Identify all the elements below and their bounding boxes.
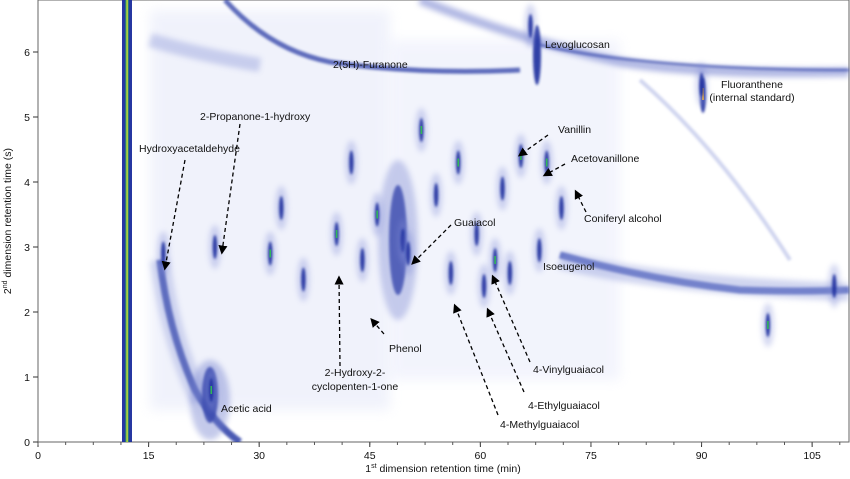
arrow-coniferyl (574, 189, 587, 213)
label-fluoranthene-standard: (internal standard) (709, 92, 794, 104)
label-coniferyl: Coniferyl alcohol (584, 213, 662, 225)
arrow-ethylguaiacol (486, 307, 525, 393)
y-tick-label: 0 (24, 437, 30, 449)
peak-spot (161, 241, 166, 266)
x-tick-label: 60 (475, 450, 487, 462)
peak-spot (537, 238, 542, 263)
label-isoeugenol: Isoeugenol (543, 261, 594, 273)
x-axis-title: 1st dimension retention time (min) (365, 463, 520, 475)
label-acetic-acid: Acetic acid (221, 403, 272, 415)
annotation-arrows (161, 123, 587, 416)
peak-apex (767, 321, 769, 329)
peak-apex (376, 210, 378, 219)
arrow-vanillin (517, 134, 549, 157)
peak-spot (832, 274, 837, 298)
peak-spot (433, 183, 439, 207)
label-vinylguaiacol: 4-Vinylguaiacol (533, 364, 604, 376)
label-ethylguaiacol: 4-Ethylguaiacol (528, 400, 600, 412)
peak-spot (448, 261, 454, 285)
label-cyclopentenone-line2: cyclopenten-1-one (312, 381, 399, 393)
peak-spot (360, 248, 365, 272)
x-tick-label: 30 (253, 450, 265, 462)
x-axis: 0 15 30 45 60 75 90 105 (35, 442, 841, 462)
label-fluoranthene: Fluoranthene (721, 79, 783, 91)
label-phenol: Phenol (389, 343, 422, 355)
peak-spot (528, 14, 533, 38)
label-cyclopentenone-line1: 2-Hydroxy-2- (325, 367, 386, 379)
peak-apex (420, 126, 423, 134)
x-tick-label: 105 (803, 450, 821, 462)
y-axis-title: 2nd dimension retention time (s) (2, 148, 14, 294)
label-methylguaiacol: 4-Methylguaiacol (500, 419, 579, 431)
peak-spot (349, 150, 354, 175)
peak-spot (507, 261, 513, 285)
x-tick-label: 75 (585, 450, 597, 462)
peak-apex (269, 249, 272, 258)
peak-apex (520, 152, 522, 160)
y-tick-label: 5 (24, 112, 30, 124)
x-tick-label: 90 (696, 450, 708, 462)
peak-spot (481, 274, 487, 298)
x-tick-label: 0 (35, 450, 41, 462)
arrow-cyclopentenone (334, 275, 344, 367)
annotation-labels: Hydroxyacetaldehyde 2-Propanone-1-hydrox… (139, 39, 795, 431)
peak-spot (405, 241, 411, 266)
arrow-methylguaiacol (453, 303, 499, 416)
peak-apex (335, 230, 338, 238)
peak-spot (699, 72, 704, 97)
arrow-hydroxyacetaldehyde (161, 159, 186, 271)
peak-spot (301, 267, 306, 292)
peak-apex (457, 158, 460, 167)
y-tick-label: 3 (24, 242, 30, 254)
label-guaiacol: Guaiacol (454, 217, 495, 229)
peak-spot (500, 176, 505, 201)
label-furanone: 2(5H)-Furanone (333, 59, 408, 71)
y-tick-label: 6 (24, 47, 30, 59)
y-tick-label: 1 (24, 372, 30, 384)
label-hydroxyacetaldehyde: Hydroxyacetaldehyde (139, 143, 240, 155)
label-vanillin: Vanillin (558, 124, 591, 136)
peak-spot (474, 222, 479, 246)
x-tick-label: 15 (143, 450, 155, 462)
y-tick-label: 4 (24, 177, 30, 189)
peak-apex (210, 386, 213, 394)
y-tick-label: 2 (24, 307, 30, 319)
heatmap-layer (122, 0, 850, 442)
peak-apex (494, 256, 496, 264)
arrow-propanone (218, 123, 241, 255)
peak-spot (212, 235, 218, 259)
arrow-acetovanillone (542, 163, 566, 177)
arrow-guaiacol (411, 224, 452, 265)
label-propanone: 2-Propanone-1-hydroxy (200, 111, 311, 123)
y-axis: 0 1 2 3 4 5 6 (24, 47, 38, 449)
arrow-vinylguaiacol (491, 274, 531, 363)
label-acetovanillone: Acetovanillone (571, 153, 639, 165)
peak-apex (545, 158, 548, 167)
label-levoglucosan: Levoglucosan (545, 39, 610, 51)
arrow-phenol (370, 318, 385, 335)
peak-spot (559, 196, 564, 220)
peak-spot (279, 196, 284, 220)
x-tick-label: 45 (364, 450, 376, 462)
